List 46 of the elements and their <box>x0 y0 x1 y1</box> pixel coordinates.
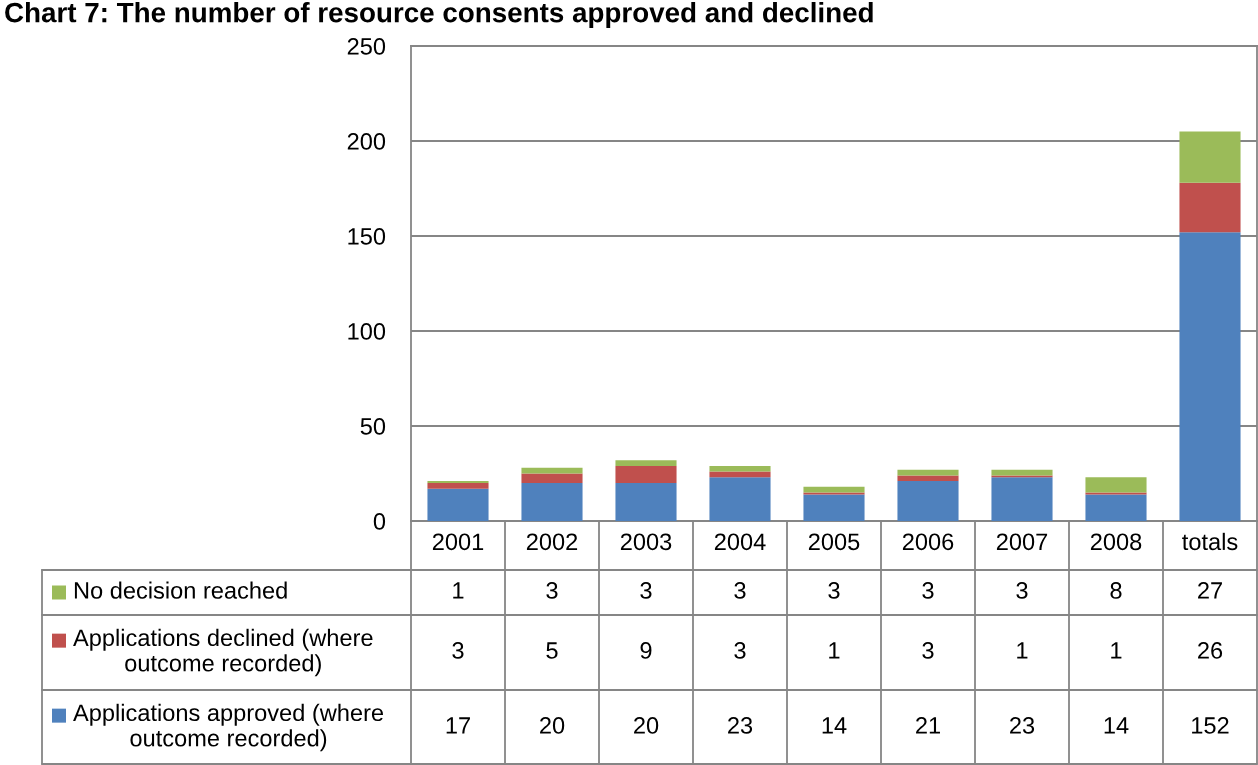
data-label: 3 <box>452 642 464 659</box>
chart-title: Chart 7: The number of resource consents approved and declined <box>5 2 873 28</box>
x-tick-label: 2002 <box>526 533 578 551</box>
data-label: 3 <box>546 582 558 599</box>
x-tick-label: 2003 <box>620 533 672 551</box>
data-label: 20 <box>540 717 565 734</box>
y-tick-label: 0 <box>373 513 386 530</box>
data-label: 17 <box>446 717 470 734</box>
y-tick-label: 50 <box>360 418 386 435</box>
x-tick-label: 2001 <box>432 533 484 551</box>
legend-label: Applications approved (where outcome recorded) <box>73 703 384 752</box>
data-label: 9 <box>640 642 652 659</box>
data-label: 20 <box>634 717 659 734</box>
data-label: 152 <box>1192 717 1229 734</box>
x-tick-label: 2005 <box>808 533 860 551</box>
data-label: 3 <box>640 582 652 599</box>
data-label: 1 <box>453 582 464 599</box>
data-label: 1 <box>1017 642 1028 659</box>
data-label: 26 <box>1198 642 1223 659</box>
data-label: 14 <box>822 717 847 734</box>
data-label: 23 <box>1010 717 1035 734</box>
data-label: 14 <box>1104 717 1129 734</box>
data-label: 3 <box>922 582 934 599</box>
data-label: 3 <box>734 642 746 659</box>
x-tick-label: 2006 <box>902 533 954 551</box>
y-tick-label: 200 <box>347 133 386 150</box>
data-label: 1 <box>1111 642 1122 659</box>
data-label: 8 <box>1110 582 1122 599</box>
y-tick-label: 100 <box>348 323 386 340</box>
x-tick-label: 2008 <box>1090 533 1142 551</box>
data-label: 1 <box>829 642 840 659</box>
data-label: 3 <box>1016 582 1028 599</box>
data-label: 5 <box>546 642 558 659</box>
y-tick-label: 250 <box>347 38 386 55</box>
data-label: 23 <box>728 717 753 734</box>
x-tick-label: 2007 <box>996 533 1048 551</box>
x-tick-label: 2004 <box>714 533 766 551</box>
y-tick-label: 150 <box>348 228 386 245</box>
data-label: 3 <box>922 642 934 659</box>
data-label: 3 <box>734 582 746 599</box>
data-label: 27 <box>1198 582 1222 599</box>
legend-label: Applications declined (where outcome recorded) <box>73 628 373 677</box>
legend-label: No decision reached <box>74 581 287 599</box>
x-tick-label: totals <box>1182 532 1238 551</box>
data-label: 21 <box>916 717 940 734</box>
data-label: 3 <box>828 582 840 599</box>
